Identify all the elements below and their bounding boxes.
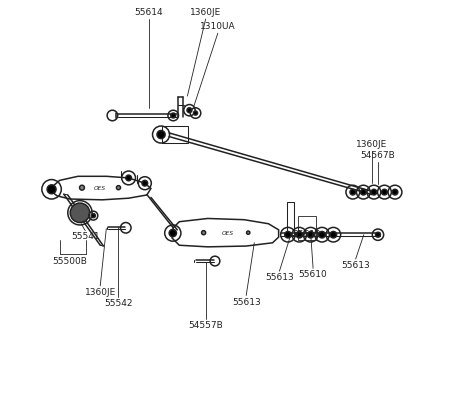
Circle shape [295, 231, 302, 238]
Text: 1360JE: 1360JE [84, 288, 116, 297]
Text: 55541: 55541 [71, 232, 100, 241]
Text: 54557B: 54557B [188, 321, 223, 330]
Circle shape [360, 189, 365, 195]
Circle shape [47, 185, 56, 194]
Bar [297, 216, 315, 240]
Text: 55500B: 55500B [52, 257, 87, 266]
Circle shape [170, 113, 175, 118]
Circle shape [318, 231, 325, 238]
Circle shape [375, 232, 380, 237]
Text: 55614: 55614 [134, 8, 163, 17]
Text: 54567B: 54567B [360, 151, 394, 160]
Circle shape [142, 180, 147, 186]
Text: OES: OES [221, 231, 233, 236]
Circle shape [70, 203, 89, 222]
Text: 1360JE: 1360JE [190, 8, 221, 17]
Circle shape [307, 231, 313, 238]
Circle shape [370, 189, 376, 195]
Circle shape [349, 189, 355, 195]
Text: OES: OES [94, 186, 106, 191]
Circle shape [79, 185, 84, 190]
Circle shape [125, 175, 131, 181]
Circle shape [193, 111, 197, 115]
Bar [162, 126, 188, 143]
Circle shape [201, 231, 205, 235]
Text: 55610: 55610 [298, 270, 327, 279]
Circle shape [329, 231, 336, 238]
Text: 55612: 55612 [292, 230, 320, 239]
Circle shape [246, 231, 249, 234]
Circle shape [91, 214, 95, 218]
Circle shape [391, 189, 397, 195]
Text: 1360JE: 1360JE [356, 140, 387, 149]
Circle shape [284, 231, 291, 238]
Text: 55542: 55542 [104, 299, 132, 308]
Circle shape [187, 108, 191, 113]
Text: 55613: 55613 [232, 298, 260, 307]
Circle shape [169, 229, 176, 237]
Circle shape [156, 131, 165, 139]
Text: 55613: 55613 [341, 261, 369, 270]
Bar [287, 202, 294, 235]
Text: 1310UA: 1310UA [200, 22, 235, 31]
Circle shape [381, 189, 387, 195]
Circle shape [116, 186, 120, 190]
Text: 55613: 55613 [264, 273, 293, 282]
